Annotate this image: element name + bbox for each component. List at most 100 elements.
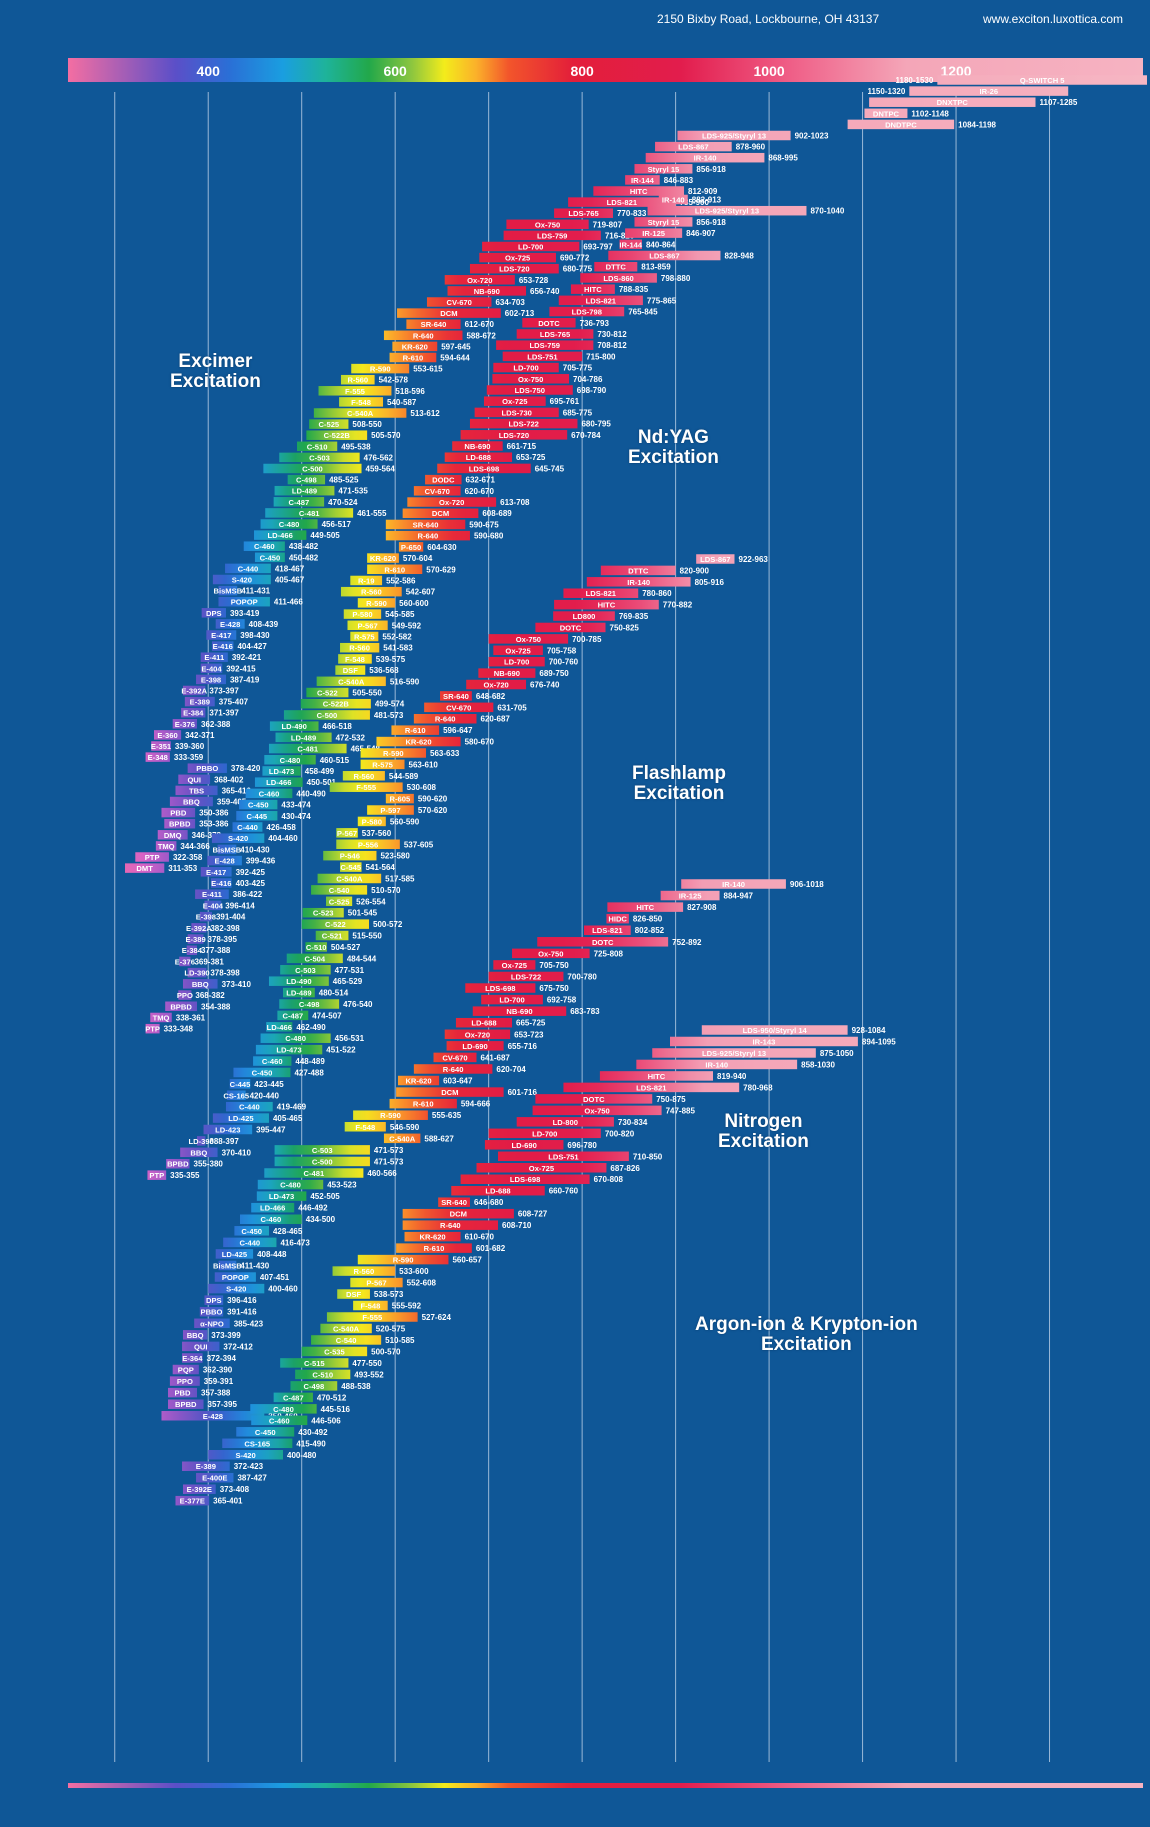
dye-bar-ox-750-argon <box>532 1105 662 1116</box>
dye-name-label-dcm-argon: DCM <box>450 1210 467 1219</box>
dye-bar-cv-670-excimer <box>426 297 492 307</box>
dye-name-label-q-switch-5-excimer: Q-SWITCH 5 <box>1020 76 1065 85</box>
flashlamp-title-line1: Flashlamp <box>632 763 726 784</box>
dye-range-label-c-515-argon: 477-550 <box>352 1359 382 1368</box>
dye-bar-c-498-flashlamp <box>279 999 340 1009</box>
dye-bar-tbs-excimer <box>175 785 218 796</box>
dye-range-label-ox-750-ndyag: 704-786 <box>573 375 603 384</box>
dye-range-label-ld800-flashlamp: 769-835 <box>619 612 649 621</box>
dye-name-label-e-389-excimer: E-389 <box>190 698 210 707</box>
dye-bar-popop-excimer <box>218 596 270 607</box>
dye-range-label-ox-750-flashlamp: 700-785 <box>572 635 602 644</box>
dye-name-label-ox-725-nitrogen: Ox-725 <box>502 961 528 970</box>
dye-name-label-r-640-nitrogen: R-640 <box>443 1065 464 1074</box>
dye-bar-dcm-nitrogen <box>396 1087 504 1097</box>
dye-range-label-nb-690-nitrogen: 683-783 <box>570 1007 600 1016</box>
dye-bar-c-440-flashlamp <box>225 1101 273 1112</box>
dye-range-label-e-389-argon: 372-423 <box>234 1462 264 1471</box>
dye-name-label-lds-698-ndyag: LDS-698 <box>469 464 499 473</box>
dye-range-label-c-481-nitrogen: 460-566 <box>367 1169 397 1178</box>
dye-name-label-ox-725-ndyag: Ox-725 <box>502 397 528 406</box>
dye-name-label-r-590-nitrogen: R-590 <box>380 1111 401 1120</box>
dye-name-label-hitc-argon: HITC <box>648 1072 666 1081</box>
dye-bar-r-590-ndyag <box>357 598 396 608</box>
dye-bar-pbbo-nitrogen <box>199 1306 224 1317</box>
dye-range-label-e-417-ndyag: 392-425 <box>236 868 266 877</box>
dye-name-label-ld-466-ndyag: LD-466 <box>266 778 291 787</box>
dye-name-label-c-540a-excimer: C-540A <box>347 409 374 418</box>
dye-name-label-c-500-ndyag: C-500 <box>317 711 338 720</box>
dye-bar-ld-473-flashlamp <box>255 1044 323 1055</box>
dye-bar-ox-750-ndyag <box>492 374 570 384</box>
dye-name-label-r-560-argon: R-560 <box>354 1267 375 1276</box>
dye-range-label-r-590-argon: 560-657 <box>452 1256 482 1265</box>
dye-name-label-ox-720-flashlamp: Ox-720 <box>483 681 508 690</box>
dye-range-label-ld-473-ndyag: 458-499 <box>305 767 335 776</box>
dye-bar-ox-720-excimer <box>444 275 515 285</box>
dye-name-label-popop-nitrogen: POPOP <box>222 1273 249 1282</box>
dye-range-label-pbbo-excimer: 378-420 <box>231 764 261 773</box>
dye-name-label-lds-698-argon: LDS-698 <box>510 1175 540 1184</box>
dye-bar-ld-489-flashlamp <box>283 987 315 998</box>
dye-range-label-ld-690-argon: 696-780 <box>567 1141 597 1150</box>
dye-range-label-cv-670-excimer: 634-703 <box>495 298 525 307</box>
dye-bar-hitc-argon <box>599 1071 713 1081</box>
dye-bar-c-500-nitrogen <box>274 1156 370 1167</box>
dye-range-label-ld-489-flashlamp: 480-514 <box>319 989 349 998</box>
dye-range-label-hitc-ndyag: 788-835 <box>619 285 649 294</box>
dye-name-label-c-450-ndyag: C-450 <box>248 801 269 810</box>
dye-range-label-p-567-argon: 552-608 <box>407 1279 437 1288</box>
dye-range-label-dttc-ndyag: 813-859 <box>641 263 671 272</box>
dye-bar-c-525-flashlamp <box>326 896 353 907</box>
dye-bar-p-567-flashlamp <box>336 828 358 838</box>
dye-name-label-c-504-flashlamp: C-504 <box>304 954 325 963</box>
dye-name-label-ld-473-flashlamp: LD-473 <box>276 1046 301 1055</box>
dye-bar-c-498-excimer <box>287 474 326 485</box>
dye-range-label-f-548-excimer: 540-587 <box>387 398 417 407</box>
dye-range-label-c-522b-ndyag: 499-574 <box>375 700 405 709</box>
dye-name-label-nb-690-nitrogen: NB-690 <box>506 1007 532 1016</box>
dye-range-label-ld-466-flashlamp: 462-490 <box>296 1023 326 1032</box>
dye-name-label-ox-720-excimer: Ox-720 <box>467 276 492 285</box>
dye-name-label-dcm-nitrogen: DCM <box>441 1088 458 1097</box>
dye-bar-pqp-nitrogen <box>172 1364 199 1375</box>
dye-range-label-lds-821-argon: 780-968 <box>743 1083 773 1092</box>
dye-name-label-tmq-excimer: TMQ <box>158 842 175 851</box>
dye-range-label-ppo-nitrogen: 359-391 <box>204 1377 234 1386</box>
dye-name-label-r-640-excimer: R-640 <box>413 331 434 340</box>
dye-name-label-lds-722-ndyag: LDS-722 <box>509 420 539 429</box>
dye-name-label-ox-750-argon: Ox-750 <box>584 1106 609 1115</box>
dye-name-label-c-440-flashlamp: C-440 <box>239 1103 260 1112</box>
dye-bar-nb-690-ndyag <box>452 441 503 451</box>
dye-name-label-e-404-excimer: E-404 <box>201 664 222 673</box>
dye-range-label-bbq-nitrogen: 373-399 <box>211 1331 241 1340</box>
dye-bar-r-590-excimer <box>351 363 410 374</box>
dye-bar-dttc-ndyag <box>594 261 638 272</box>
dye-name-label-r-605-flashlamp: R-605 <box>390 795 411 804</box>
dye-bar-ptp-flashlamp <box>147 1170 167 1180</box>
dye-bar-c-500-excimer <box>263 463 362 474</box>
dye-bar-r-605-flashlamp <box>385 793 414 804</box>
dye-name-label-cs-165-flashlamp: CS-165 <box>223 1091 250 1100</box>
dye-name-label-npo-nitrogen: α-NPO <box>200 1319 224 1328</box>
dye-range-label-c-540-argon: 510-585 <box>385 1336 415 1345</box>
dye-range-label-ld-490-flashlamp: 465-529 <box>333 977 363 986</box>
dye-range-label-c-450-flashlamp: 427-488 <box>294 1068 324 1077</box>
dye-bar-kr-620-flashlamp <box>376 736 461 747</box>
dye-name-label-nb-690-flashlamp: NB-690 <box>494 669 520 678</box>
dye-range-label-lds-860-ndyag: 798-880 <box>661 274 691 283</box>
dye-bar-c-450-ndyag <box>239 799 278 810</box>
argon-title-line2: Excitation <box>760 1334 852 1355</box>
dye-range-label-s-420-nitrogen: 400-460 <box>268 1285 298 1294</box>
dye-name-label-qui-nitrogen: QUI <box>194 1342 208 1351</box>
dye-bar-hidc-nitrogen <box>606 913 629 924</box>
dye-bar-f-548-ndyag <box>338 654 372 664</box>
dye-bar-lds-751-argon <box>498 1151 629 1162</box>
dye-bar-c-450-nitrogen <box>234 1226 269 1236</box>
dye-name-label-dnxtpc-excimer: DNXTPC <box>937 98 969 107</box>
dye-range-label-r-590-nitrogen: 555-635 <box>432 1111 462 1120</box>
dye-bar-e-376-excimer <box>172 719 197 729</box>
company-website[interactable]: www.exciton.luxottica.com <box>983 12 1124 26</box>
dye-name-label-ld-489-flashlamp: LD-489 <box>286 989 311 998</box>
dye-bar-cs-165-argon <box>222 1438 293 1449</box>
